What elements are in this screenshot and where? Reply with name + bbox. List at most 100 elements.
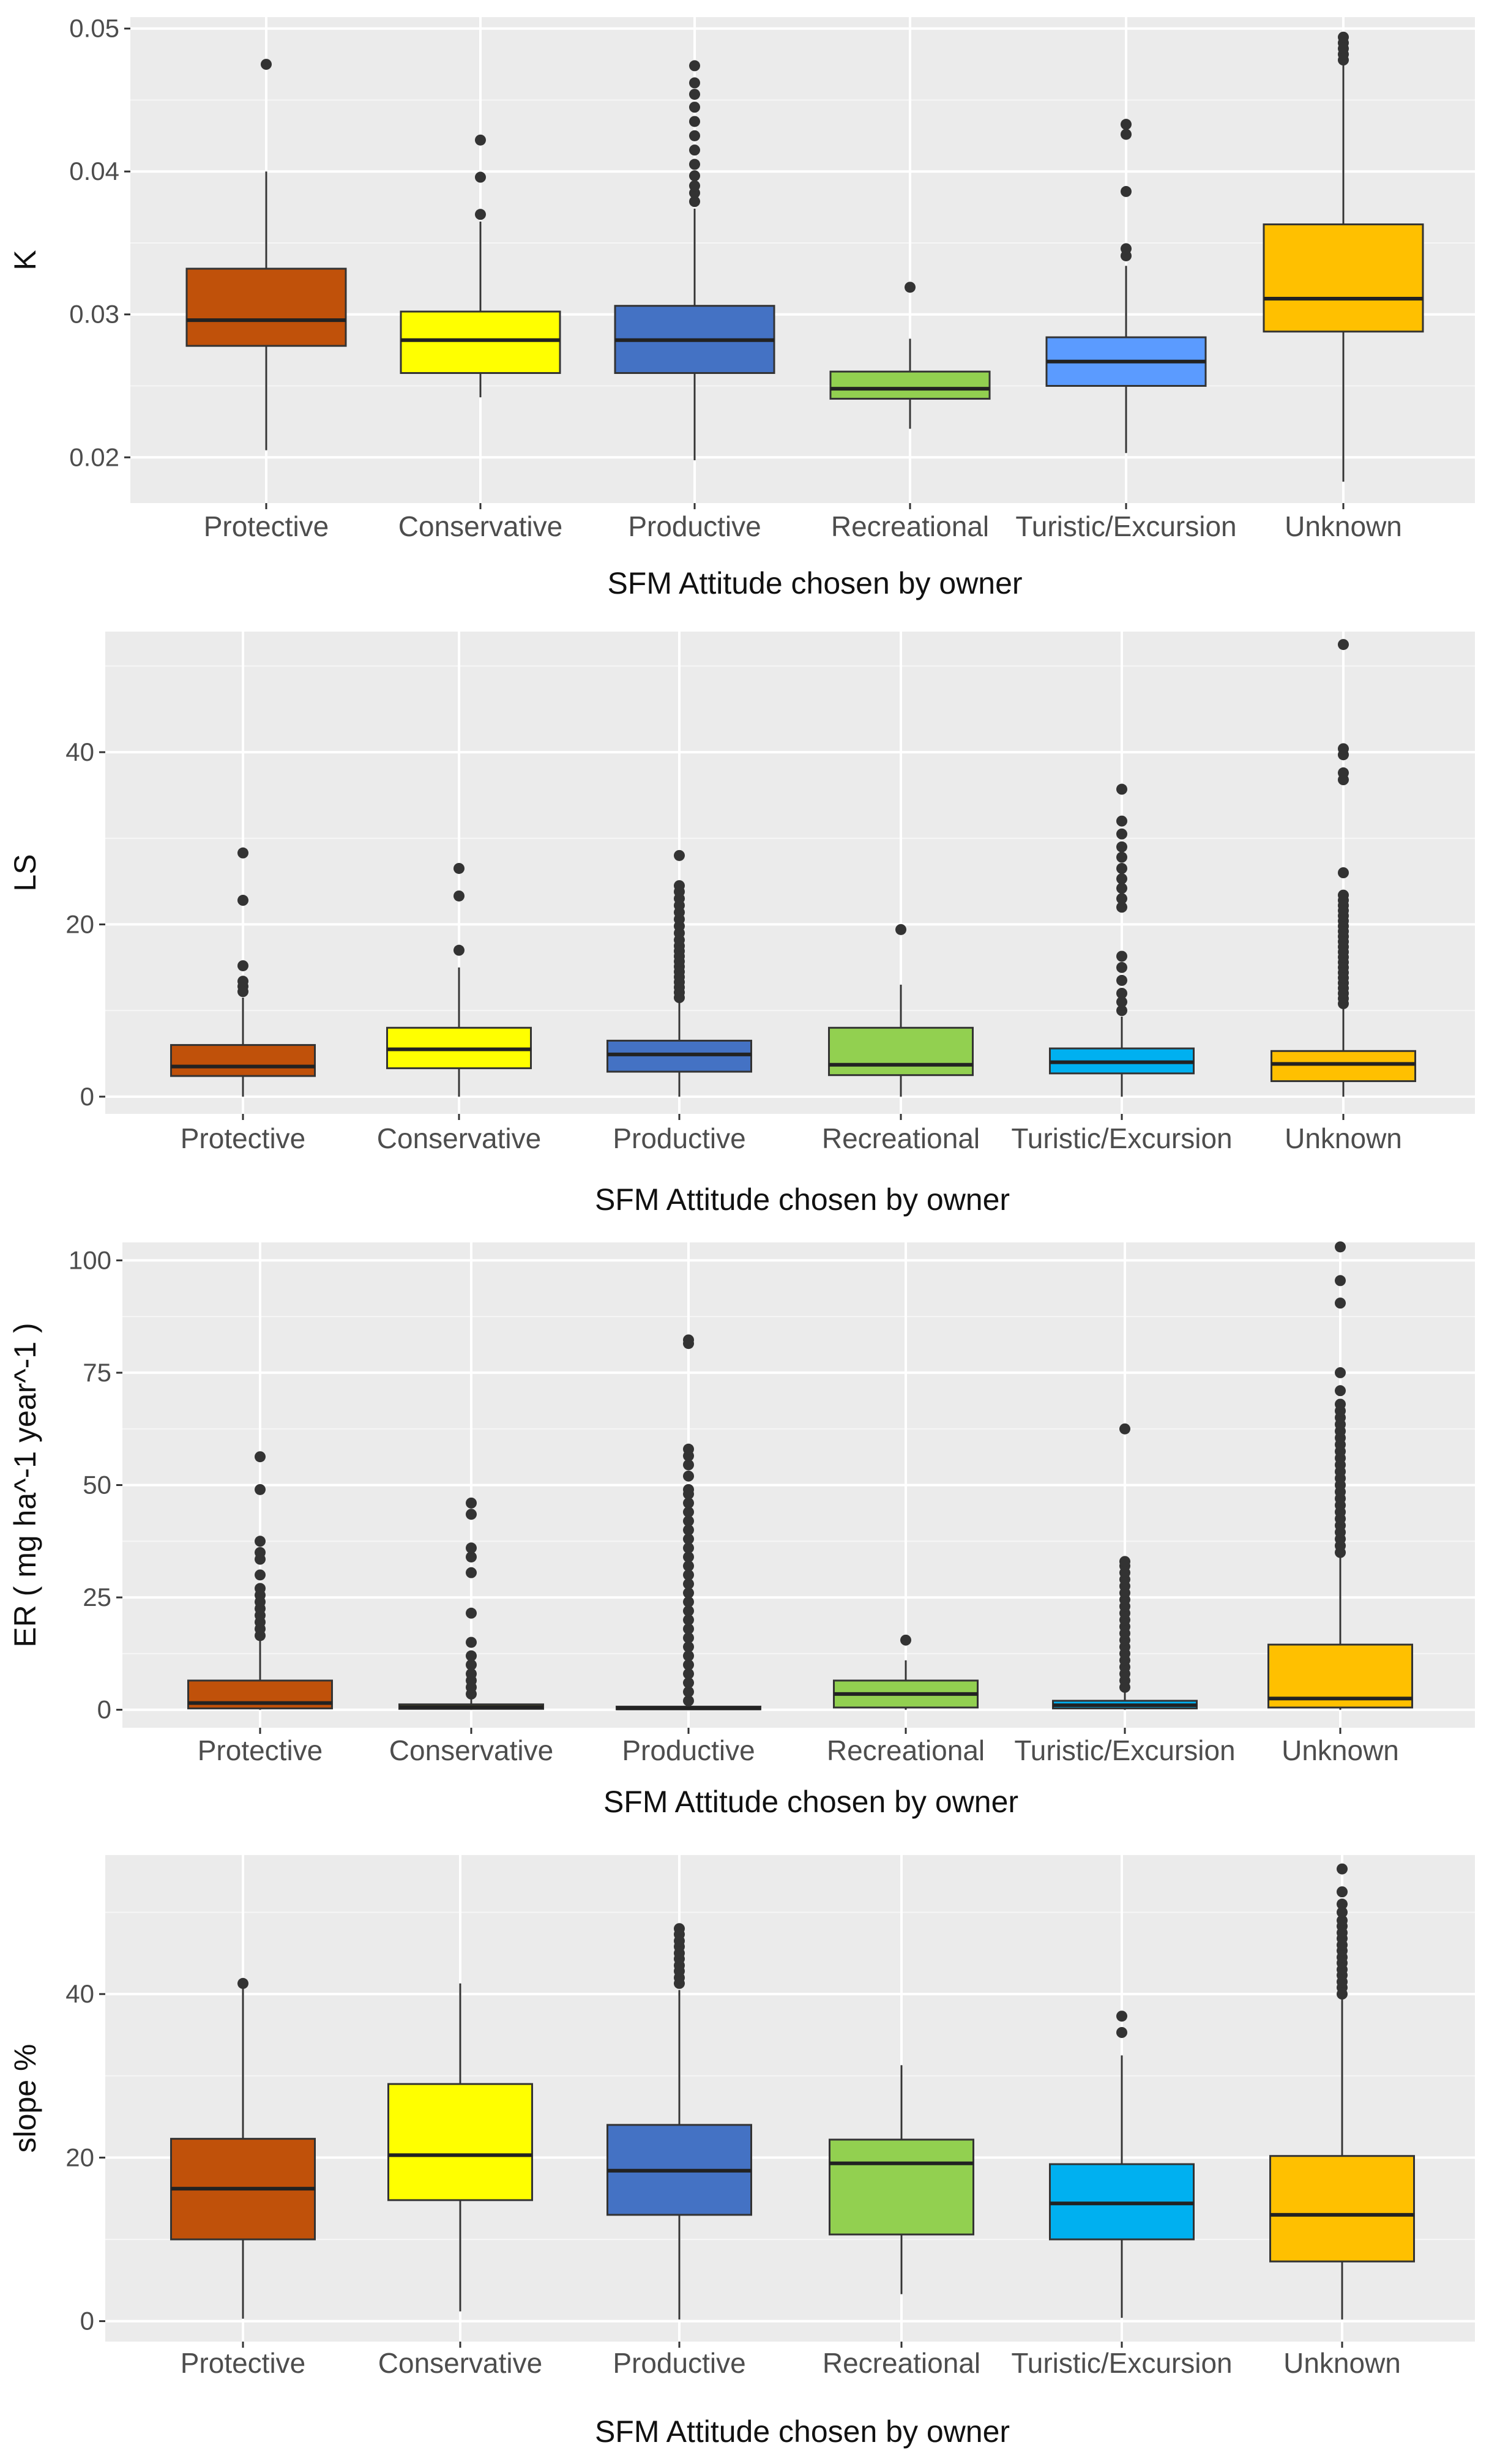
outlier-point [900,1634,911,1646]
outlier-point [1338,639,1349,651]
box-conservative [398,1497,544,1710]
outlier-point [683,1497,694,1509]
box-body [1271,1050,1416,1083]
y-tick-label: 0 [80,2307,94,2335]
outlier-point [237,895,248,906]
outlier-point [674,849,685,861]
box-recreational [829,282,991,429]
panel-2: 0 20 40 Protective Conservative Productive Rec… [8,632,1475,1217]
outlier-point [453,862,465,874]
outlier-point [1119,1423,1130,1435]
outlier-point [683,1596,694,1608]
plot-background [105,1855,1475,2342]
outlier-point [255,1583,266,1594]
outlier-point [1116,950,1127,962]
box-unknown [1271,639,1416,1097]
box-body [829,2138,974,2236]
outlier-point [475,209,486,220]
box-productive [606,849,752,1097]
box-turistic-excursion [1049,783,1195,1097]
outlier-point [453,944,465,956]
y-tick-label: 20 [65,909,94,938]
outlier-point [689,196,700,207]
panel-4: 0 20 40 Protective Conservative Productive Rec… [8,1855,1475,2449]
outlier-point [1338,889,1349,901]
outlier-point [683,1587,694,1599]
outlier-point [895,924,906,935]
box-productive [614,60,775,460]
outlier-point [1116,2026,1127,2038]
x-tick-label: Productive [622,1734,755,1766]
x-tick-label: Protective [181,2347,306,2379]
outlier-point [683,1542,694,1554]
outlier-point [683,1641,694,1652]
outlier-point [689,144,700,156]
outlier-point [1337,1898,1348,1910]
outlier-point [674,880,685,892]
outlier-point [1121,185,1132,197]
x-tick-label: Recreational [831,510,989,542]
box-protective [170,1977,316,2319]
box-productive [616,1334,761,1711]
outlier-point [689,130,700,141]
outlier-point [689,180,700,192]
x-tick-label: Protective [204,510,329,542]
outlier-point [1116,2010,1127,2022]
x-tick-label: Protective [181,1122,306,1154]
x-tick-label: Unknown [1285,510,1402,542]
x-axis-title: SFM Attitude chosen by owner [595,1182,1010,1217]
y-axis-title: LS [8,854,42,891]
box-body [185,267,347,347]
y-axis-title: ER ( mg ha^-1 year^-1 ) [8,1323,42,1647]
outlier-point [1121,129,1132,140]
outlier-point [255,1547,266,1558]
outlier-point [683,1650,694,1662]
outlier-point [1116,996,1127,1008]
box-conservative [386,862,532,1097]
y-tick-label: 25 [83,1583,111,1611]
outlier-point [683,1459,694,1471]
outlier-point [1338,31,1349,43]
outlier-point [1121,119,1132,130]
outlier-point [1337,1914,1348,1926]
outlier-point [1121,243,1132,255]
x-tick-label: Unknown [1283,2347,1401,2379]
x-tick-label: Conservative [378,2347,542,2379]
y-tick-label: 0 [97,1695,111,1724]
outlier-point [237,976,248,987]
x-axis-title: SFM Attitude chosen by owner [603,1785,1018,1819]
outlier-point [475,171,486,183]
y-tick-label: 0.03 [69,300,119,329]
box-body [170,1043,316,1077]
y-tick-label: 20 [65,2143,94,2171]
outlier-point [1335,1275,1346,1286]
outlier-point [466,1567,477,1578]
box-productive [606,1923,752,2320]
x-tick-label: Unknown [1285,1122,1402,1154]
outlier-point [1116,883,1127,894]
outlier-point [683,1578,694,1590]
y-axis-title: slope % [8,2044,42,2153]
y-tick-label: 100 [69,1245,111,1274]
x-tick-label: Unknown [1282,1734,1399,1766]
outlier-point [1335,1241,1346,1253]
outlier-point [1116,988,1127,999]
outlier-point [453,890,465,902]
x-tick-label: Productive [613,2347,745,2379]
x-tick-label: Conservative [389,1734,553,1766]
outlier-point [1338,743,1349,755]
box-body [1269,2155,1415,2263]
x-tick-label: Recreational [822,1122,980,1154]
x-tick-label: Turistic/Excursion [1011,2347,1232,2379]
box-recreational [828,924,974,1097]
x-tick-label: Recreational [827,1734,985,1766]
x-tick-label: Recreational [823,2347,980,2379]
y-tick-label: 0.04 [69,157,119,185]
outlier-point [674,1923,685,1935]
x-tick-label: Turistic/Excursion [1015,510,1236,542]
outlier-point [683,1506,694,1518]
outlier-point [237,1977,248,1989]
box-protective [170,847,316,1097]
outlier-point [1116,815,1127,827]
